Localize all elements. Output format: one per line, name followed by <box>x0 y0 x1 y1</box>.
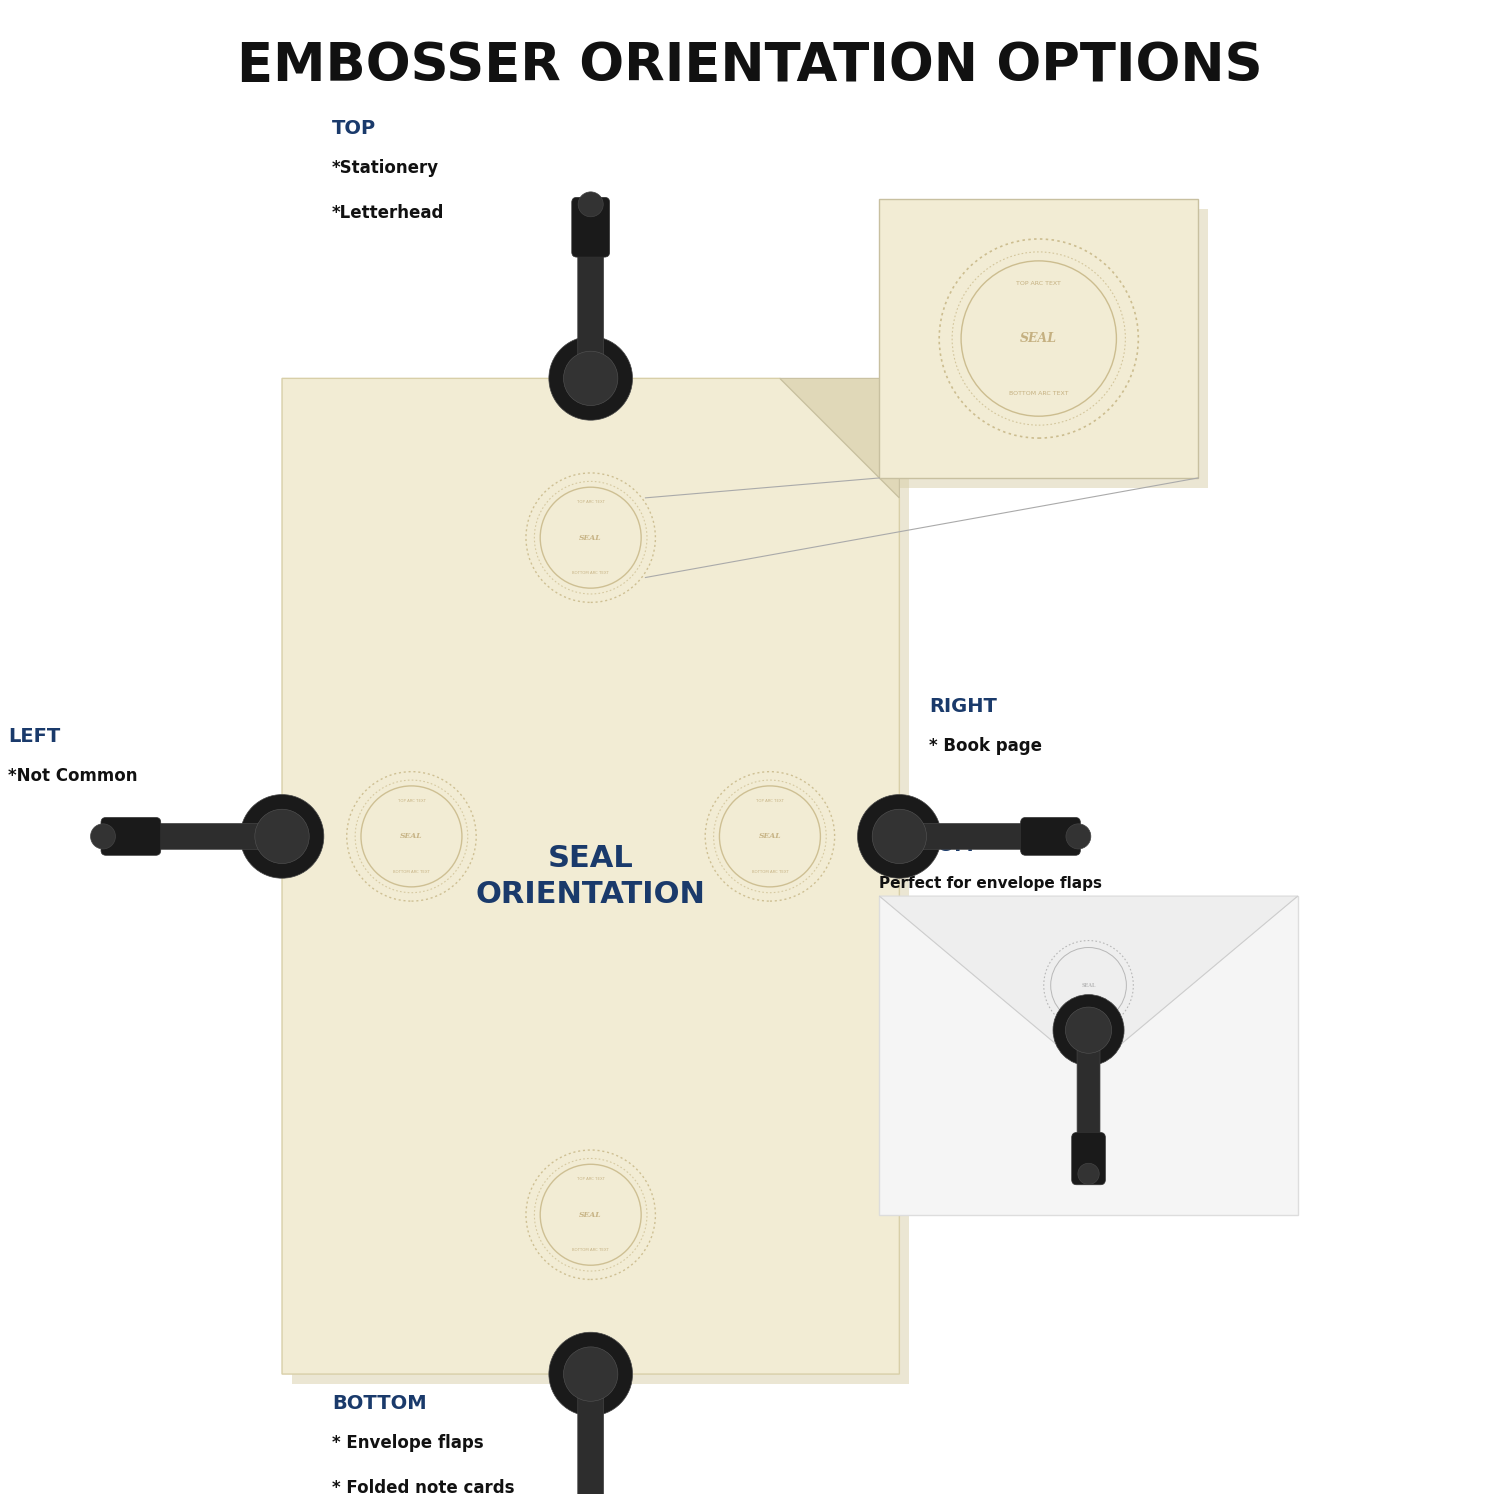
Ellipse shape <box>90 824 116 849</box>
FancyBboxPatch shape <box>1020 818 1080 855</box>
Text: SEAL: SEAL <box>579 534 602 542</box>
Polygon shape <box>879 896 1298 1071</box>
FancyBboxPatch shape <box>572 198 609 256</box>
Circle shape <box>858 795 940 877</box>
FancyBboxPatch shape <box>292 388 909 1384</box>
FancyBboxPatch shape <box>879 896 1298 1215</box>
Text: RIGHT: RIGHT <box>928 698 998 715</box>
Text: * Book page: * Book page <box>928 736 1042 754</box>
Text: SEAL: SEAL <box>1020 332 1058 345</box>
FancyBboxPatch shape <box>578 1388 603 1500</box>
Circle shape <box>549 336 633 420</box>
Text: BOTTOM ARC TEXT: BOTTOM ARC TEXT <box>573 572 609 576</box>
FancyBboxPatch shape <box>100 818 160 855</box>
Text: TOP ARC TEXT: TOP ARC TEXT <box>756 800 784 802</box>
FancyBboxPatch shape <box>1077 1041 1100 1149</box>
Text: LEFT: LEFT <box>8 728 60 746</box>
Text: BOTTOM ARC TEXT: BOTTOM ARC TEXT <box>393 870 430 874</box>
Text: TOP ARC TEXT: TOP ARC TEXT <box>578 500 604 504</box>
Text: TOP ARC TEXT: TOP ARC TEXT <box>1017 282 1060 286</box>
Ellipse shape <box>1078 1164 1100 1185</box>
Circle shape <box>1065 1007 1112 1053</box>
Text: BOTTOM ARC TEXT: BOTTOM ARC TEXT <box>752 870 789 874</box>
Text: *Not Common: *Not Common <box>8 766 138 784</box>
Text: SEAL: SEAL <box>579 1210 602 1219</box>
FancyBboxPatch shape <box>879 200 1198 478</box>
Text: Perfect for envelope flaps: Perfect for envelope flaps <box>879 876 1102 891</box>
FancyBboxPatch shape <box>1071 1132 1106 1185</box>
Circle shape <box>564 1347 618 1401</box>
Text: SEAL: SEAL <box>400 833 423 840</box>
Circle shape <box>564 351 618 405</box>
FancyBboxPatch shape <box>578 238 603 364</box>
FancyBboxPatch shape <box>572 1496 609 1500</box>
Text: BOTTOM: BOTTOM <box>332 1394 426 1413</box>
Ellipse shape <box>1066 824 1090 849</box>
FancyBboxPatch shape <box>890 209 1208 488</box>
Text: * Envelope flaps: * Envelope flaps <box>332 1434 483 1452</box>
Circle shape <box>255 808 309 864</box>
Circle shape <box>549 1332 633 1416</box>
Ellipse shape <box>578 192 603 217</box>
Text: or bottom of page seals: or bottom of page seals <box>879 921 1084 936</box>
Text: SEAL
ORIENTATION: SEAL ORIENTATION <box>476 844 705 909</box>
Circle shape <box>240 795 324 877</box>
Text: BOTTOM ARC TEXT: BOTTOM ARC TEXT <box>573 1248 609 1252</box>
Polygon shape <box>282 378 900 1374</box>
FancyBboxPatch shape <box>914 824 1038 849</box>
Text: SEAL: SEAL <box>759 833 782 840</box>
Circle shape <box>1053 994 1124 1065</box>
Text: * Folded note cards: * Folded note cards <box>332 1479 514 1497</box>
Text: BOTTOM: BOTTOM <box>879 837 974 855</box>
Text: *Letterhead: *Letterhead <box>332 204 444 222</box>
Circle shape <box>871 808 927 864</box>
Text: TOP ARC TEXT: TOP ARC TEXT <box>398 800 426 802</box>
FancyBboxPatch shape <box>142 824 268 849</box>
Text: *Stationery: *Stationery <box>332 159 440 177</box>
Text: SEAL: SEAL <box>1082 982 1095 988</box>
Text: TOP ARC TEXT: TOP ARC TEXT <box>578 1178 604 1180</box>
Text: BOTTOM ARC TEXT: BOTTOM ARC TEXT <box>1010 392 1068 396</box>
Text: TOP: TOP <box>332 120 376 138</box>
Polygon shape <box>780 378 900 498</box>
Text: EMBOSSER ORIENTATION OPTIONS: EMBOSSER ORIENTATION OPTIONS <box>237 40 1263 92</box>
